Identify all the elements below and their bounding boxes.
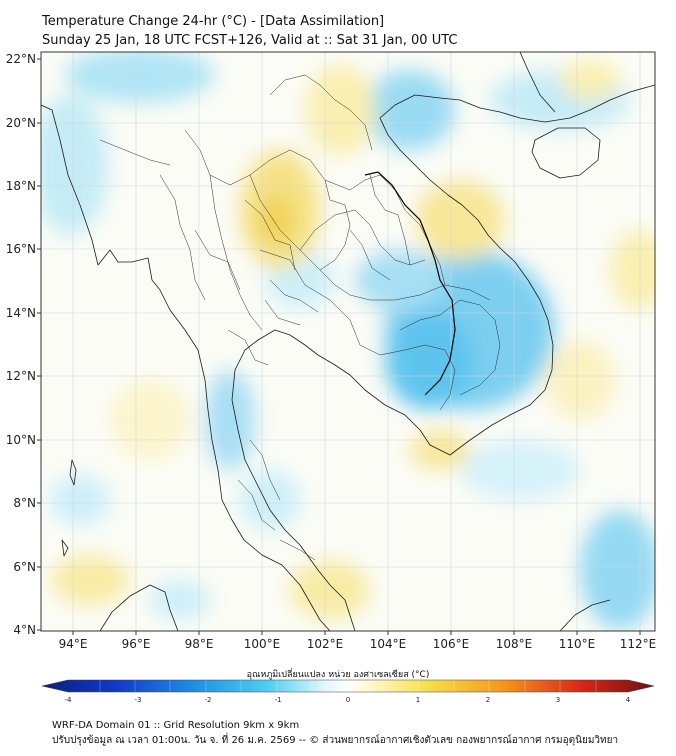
colorbar-tick: -1 <box>275 696 282 704</box>
lat-label: 16°N <box>6 242 36 256</box>
colorbar-tick: 3 <box>556 696 560 704</box>
mekong-border <box>364 171 456 396</box>
colorbar-tick: -4 <box>65 696 73 704</box>
lon-label: 110°E <box>559 637 596 651</box>
lat-label: 8°N <box>13 496 36 510</box>
lat-label: 4°N <box>13 623 36 637</box>
map-frame <box>40 51 656 632</box>
footer-line-2: ปรับปรุงข้อมูล ณ เวลา 01:00น. วัน จ. ที่… <box>52 735 619 746</box>
lon-label: 98°E <box>185 637 214 651</box>
colorbar-title: อุณหภูมิเปลี่ยนแปลง หน่วย องศาเซลเซียส (… <box>246 670 430 680</box>
coastlines <box>41 52 655 631</box>
colorbar-tick: -3 <box>135 696 142 704</box>
colorbar-tick: -2 <box>205 696 212 704</box>
colorbar-tick: 1 <box>416 696 420 704</box>
lat-label: 14°N <box>6 306 36 320</box>
lon-label: 112°E <box>620 637 657 651</box>
footer-line-1: WRF-DA Domain 01 :: Grid Resolution 9km … <box>52 720 300 731</box>
lon-label: 94°E <box>59 637 88 651</box>
title-line-1: Temperature Change 24-hr (°C) - [Data As… <box>42 14 385 29</box>
lon-label: 100°E <box>244 637 281 651</box>
colorbar-tick: 0 <box>346 696 350 704</box>
lon-label: 96°E <box>122 637 151 651</box>
footer: WRF-DA Domain 01 :: Grid Resolution 9km … <box>52 718 618 748</box>
colorbar: -4 -3 -2 -1 0 1 2 3 4 <box>41 679 655 704</box>
lat-label: 10°N <box>6 433 36 447</box>
colorbar-tick: 4 <box>626 696 631 704</box>
figure-title: Temperature Change 24-hr (°C) - [Data As… <box>42 12 457 50</box>
lat-label: 22°N <box>6 52 36 66</box>
graticule <box>41 52 655 631</box>
lon-label: 108°E <box>496 637 533 651</box>
lat-label: 6°N <box>13 560 36 574</box>
lat-label: 18°N <box>6 179 36 193</box>
temperature-field <box>41 52 655 631</box>
colorbar-tick: 2 <box>486 696 490 704</box>
lon-label: 106°E <box>433 637 470 651</box>
title-line-2: Sunday 25 Jan, 18 UTC FCST+126, Valid at… <box>42 33 458 48</box>
lat-label: 20°N <box>6 116 36 130</box>
province-borders <box>99 74 501 561</box>
lon-label: 104°E <box>370 637 407 651</box>
lat-label: 12°N <box>6 369 36 383</box>
lon-label: 102°E <box>307 637 344 651</box>
